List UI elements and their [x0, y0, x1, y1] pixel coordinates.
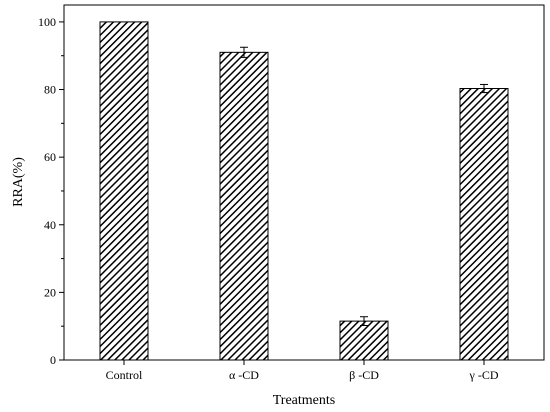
y-tick-label: 0	[50, 353, 56, 367]
bar	[339, 320, 389, 361]
x-axis-label: Treatments	[273, 393, 335, 408]
x-axis-ticks: Control α -CD β -CD γ -CD	[106, 360, 499, 382]
bar	[459, 88, 509, 361]
x-tick-label: α -CD	[229, 368, 259, 382]
plot-frame	[63, 4, 545, 361]
y-tick-label: 20	[44, 285, 56, 299]
bar	[219, 51, 269, 361]
bars	[99, 21, 509, 361]
x-tick-label: β -CD	[349, 368, 379, 382]
bar	[99, 21, 149, 361]
y-tick-label: 80	[44, 83, 56, 97]
x-tick-label: γ -CD	[469, 368, 499, 382]
y-axis-label: RRA(%)	[11, 157, 26, 207]
y-tick-label: 40	[44, 218, 56, 232]
error-bars	[240, 46, 488, 327]
y-axis-ticks: 0 20 40 60 80 100	[38, 15, 64, 367]
y-tick-label: 60	[44, 150, 56, 164]
x-tick-label: Control	[106, 368, 143, 382]
y-tick-label: 100	[38, 15, 56, 29]
